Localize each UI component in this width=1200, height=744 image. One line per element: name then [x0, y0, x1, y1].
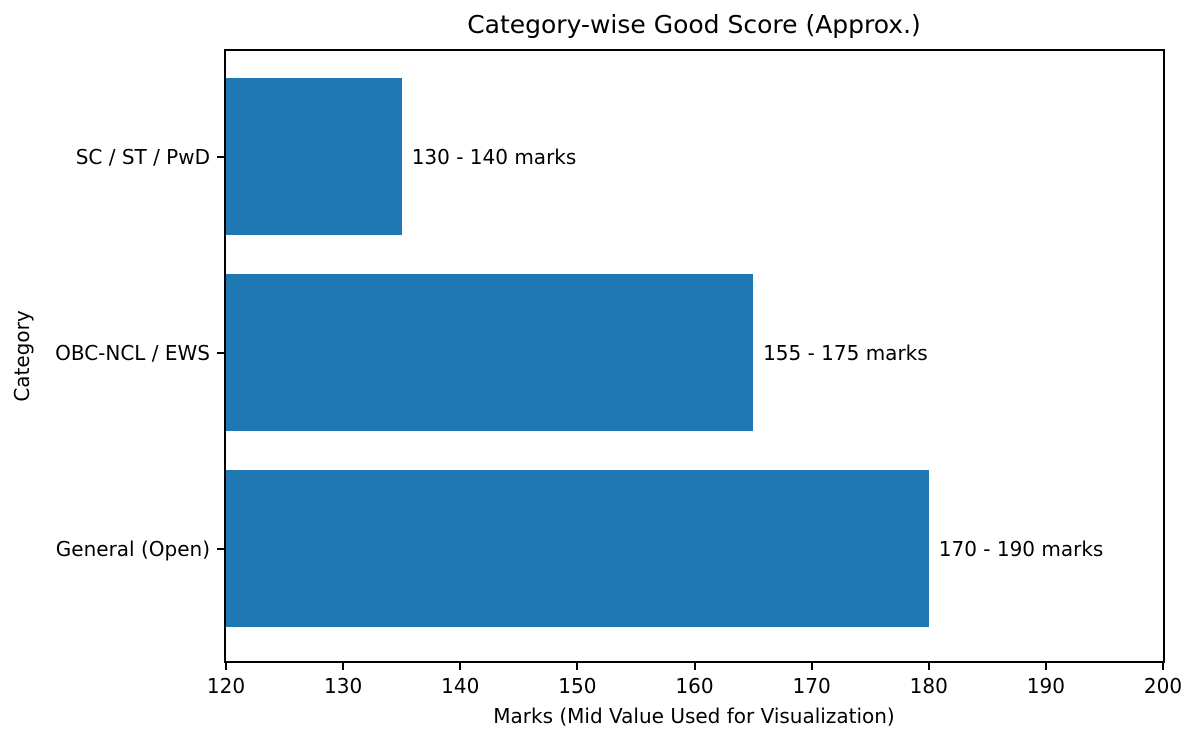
x-tick-mark: [810, 663, 813, 670]
x-tick-label: 170: [792, 674, 831, 698]
x-tick-mark: [927, 663, 930, 670]
x-tick-label: 150: [558, 674, 597, 698]
x-tick-mark: [459, 663, 462, 670]
x-axis-title: Marks (Mid Value Used for Visualization): [493, 704, 895, 728]
x-tick-mark: [1162, 663, 1164, 670]
y-axis-title: Category: [10, 310, 34, 402]
x-tick-mark: [342, 663, 345, 670]
y-tick-mark: [217, 155, 224, 158]
bar: [226, 470, 929, 627]
plot-area: 130 - 140 marks SC / ST / PwD 155 - 175 ma…: [55, 49, 1182, 698]
x-tick-mark: [693, 663, 696, 670]
y-tick-label: General (Open): [55, 536, 210, 561]
x-tick-label: 140: [441, 674, 480, 698]
bar-value-label: 170 - 190 marks: [938, 536, 1104, 561]
x-tick-label: 200: [1143, 674, 1183, 698]
y-tick-mark: [217, 547, 224, 550]
bar: [226, 78, 402, 235]
bar-value-label: 155 - 175 marks: [763, 340, 928, 365]
chart-title: Category-wise Good Score (Approx.): [467, 10, 921, 39]
x-tick-label: 120: [206, 674, 246, 698]
y-tick-mark: [217, 351, 224, 354]
x-tick-label: 160: [675, 674, 714, 698]
x-tick-mark: [576, 663, 579, 670]
x-tick-mark: [1044, 663, 1047, 670]
y-tick-label: SC / ST / PwD: [75, 144, 210, 169]
y-tick-label: OBC-NCL / EWS: [55, 340, 210, 365]
bar: [226, 274, 754, 431]
x-tick-mark: [225, 663, 227, 670]
bar-value-label: 130 - 140 marks: [411, 144, 577, 169]
x-tick-label: 190: [1026, 674, 1065, 698]
x-tick-label: 180: [909, 674, 948, 698]
x-tick-label: 130: [324, 674, 363, 698]
